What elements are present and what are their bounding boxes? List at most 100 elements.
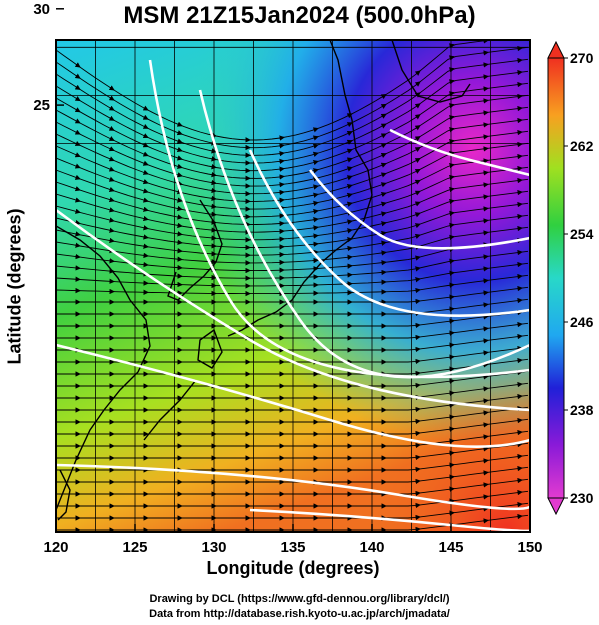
flow-arrow [279,150,285,157]
flow-arrow [415,322,421,329]
flow-arrow [518,36,522,37]
flow-arrow [517,333,523,340]
flow-arrow [449,330,455,336]
flow-arrow [449,474,455,480]
flow-arrow [517,45,523,52]
flow-arrow [177,231,183,237]
colorbar-tick-label: 246 [570,314,594,330]
flow-arrow [449,198,455,205]
flow-arrow [517,453,523,460]
coastline-japan [227,40,373,337]
flow-arrow [448,115,455,121]
flow-arrow [415,442,421,449]
flow-arrow [414,125,421,131]
colorbar-lower-arrow [547,497,565,516]
flow-arrow [449,426,455,432]
flow-arrow [279,143,285,149]
flow-arrow [381,221,387,227]
coastline-kyushu [197,328,223,369]
colorbar: 270 262 254 246 238 230 [547,40,594,516]
colorbar-tick-label: 254 [570,226,594,242]
flow-arrow [346,139,353,145]
flow-arrow [517,489,523,496]
flow-arrow [415,382,421,389]
x-axis-title: Longitude (degrees) [206,558,380,578]
flow-arrow [483,350,489,356]
flow-arrow [108,156,115,162]
flow-arrow [414,223,421,229]
flow-arrow [346,192,353,199]
flow-arrow [483,122,489,128]
flow-arrow [449,294,455,300]
flow-arrow [346,201,353,207]
flow-arrow [414,92,421,98]
x-tick-label: 135 [280,539,305,556]
flow-arrow [414,168,421,174]
flow-arrow [313,233,319,239]
flow-arrow [449,210,455,217]
flow-arrow [108,136,115,141]
flow-arrow [415,490,421,497]
flow-arrow [483,362,489,368]
flow-arrow [449,354,455,360]
flow-arrow [517,261,523,268]
flow-arrow [74,163,81,169]
flow-arrow [448,43,455,49]
flow-arrow [517,69,523,76]
flow-arrow [517,129,523,136]
flow-arrow [109,227,115,233]
flow-arrow [279,158,285,165]
flow-arrow [312,135,319,141]
flow-arrow [448,127,455,133]
flow-arrow [517,381,523,388]
flow-arrow [74,62,81,68]
flow-arrow [517,465,523,472]
flow-arrow [74,118,81,124]
flow-arrow [483,470,489,476]
flow-arrow [483,86,489,92]
flow-arrow [449,462,455,468]
flow-arrow [483,446,489,452]
flow-arrow [177,214,183,220]
flow-arrow [415,406,421,413]
contour-line [198,89,530,379]
flow-arrow [211,195,217,202]
flow-arrow [517,501,523,508]
flow-arrow [347,219,353,225]
coastline-taiwan [57,469,71,521]
flow-arrow [142,197,149,203]
flow-arrow [143,252,149,259]
flow-arrow [108,186,115,192]
flow-arrow [414,233,421,240]
flow-arrow [517,321,523,328]
flow-arrow [415,346,421,353]
colorbar-tick-label: 270 [570,50,594,66]
y-axis-title: Latitude (degrees) [4,208,25,365]
flow-arrow [483,134,489,140]
height-contours [56,59,530,532]
flow-arrow [517,201,523,208]
flow-arrow [176,163,183,169]
flow-arrow [449,162,455,169]
flow-arrow [449,402,455,408]
flow-arrow [176,155,183,161]
flow-arrow [108,125,115,131]
flow-arrow [346,184,353,190]
flow-arrow [312,143,319,149]
flow-arrow [346,131,353,136]
contour-line [389,128,530,177]
flow-arrow [415,266,421,272]
flow-arrow [517,81,523,88]
flow-arrow [380,113,387,119]
x-tick-label: 145 [438,539,463,556]
flow-arrow [142,206,149,212]
flow-arrow [176,138,183,144]
flow-arrow [483,230,489,236]
y-axis: 2530354045 [33,1,64,114]
flow-arrow [109,237,115,244]
flow-arrow [177,239,183,245]
flow-arrow [347,228,353,234]
flow-arrow [414,103,421,109]
flow-arrow [483,146,489,152]
flow-arrow [74,186,81,192]
